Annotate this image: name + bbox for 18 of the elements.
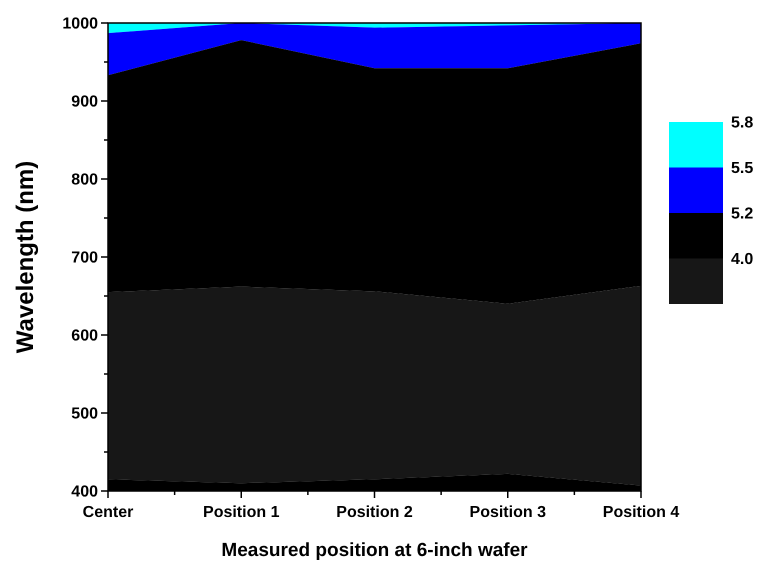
y-tick-label: 600 bbox=[71, 328, 98, 345]
x-tick-label: Center bbox=[82, 504, 134, 521]
text: 5.5 bbox=[731, 160, 754, 178]
y-tick-label: 700 bbox=[71, 250, 98, 267]
text: 5.8 bbox=[731, 114, 754, 132]
y-axis-title: Wavelength (nm) bbox=[12, 160, 39, 354]
y-tick-label: 1000 bbox=[62, 16, 98, 33]
x-axis-title: Measured position at 6-inch wafer bbox=[221, 540, 528, 561]
x-tick-label: Position 2 bbox=[336, 504, 413, 521]
y-tick-label: 400 bbox=[71, 484, 98, 501]
x-tick-label: Position 1 bbox=[203, 504, 280, 521]
x-tick-label: Position 3 bbox=[470, 504, 546, 521]
y-tick-label: 500 bbox=[71, 406, 98, 423]
y-tick-label: 800 bbox=[71, 172, 98, 189]
y-tick-label: 900 bbox=[71, 94, 98, 111]
text: 5.2 bbox=[731, 206, 754, 223]
x-tick-label: Position 4 bbox=[602, 504, 680, 521]
text: 4.0 bbox=[731, 251, 754, 268]
